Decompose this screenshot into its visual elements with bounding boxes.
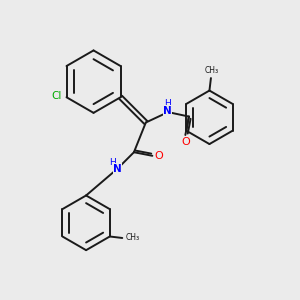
Text: Cl: Cl [51,91,61,101]
Text: O: O [181,136,190,146]
Text: H: H [164,99,171,108]
Text: O: O [154,151,163,161]
Text: N: N [163,106,172,116]
Text: H: H [109,158,116,166]
Text: CH₃: CH₃ [205,65,219,74]
Text: CH₃: CH₃ [126,233,140,242]
Text: N: N [113,164,122,174]
